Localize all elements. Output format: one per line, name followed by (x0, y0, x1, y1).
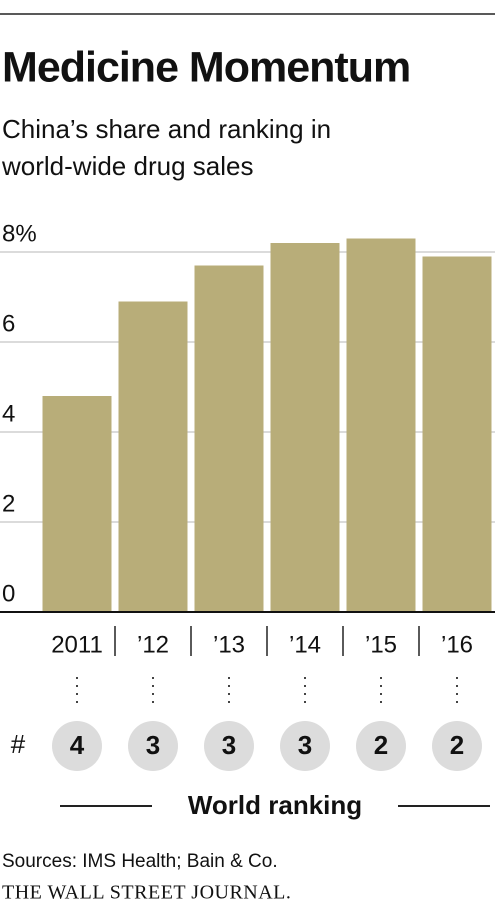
publisher: THE WALL STREET JOURNAL. (2, 882, 291, 904)
rank-number: 3 (298, 730, 312, 760)
chart-subtitle: China’s share and ranking in (2, 114, 331, 144)
rank-badge (52, 721, 102, 771)
rank-number: 2 (450, 730, 464, 760)
x-tick-label: ’13 (213, 631, 245, 658)
y-tick-label: 4 (2, 400, 15, 427)
x-tick-label: 2011 (51, 631, 103, 658)
rank-number: 3 (146, 730, 160, 760)
ranking-symbol: # (11, 729, 26, 759)
bar (346, 238, 416, 612)
y-tick-label: 8% (2, 220, 37, 247)
rank-badge (204, 721, 254, 771)
rank-number: 4 (70, 730, 85, 760)
x-tick-label: ’16 (441, 631, 473, 658)
bar (118, 301, 188, 612)
bar (42, 396, 112, 612)
source: Sources: IMS Health; Bain & Co. (2, 851, 278, 872)
bar (270, 243, 340, 612)
y-tick-label: 2 (2, 490, 15, 517)
rank-badge (128, 721, 178, 771)
rank-badge (432, 721, 482, 771)
rank-number: 2 (374, 730, 388, 760)
x-tick-label: ’15 (365, 631, 397, 658)
x-tick-label: ’12 (137, 631, 169, 658)
y-tick-label: 0 (2, 580, 15, 607)
bar (194, 265, 264, 612)
chart-subtitle: world-wide drug sales (1, 151, 253, 181)
ranking-label: World ranking (188, 790, 362, 820)
x-tick-label: ’14 (289, 631, 321, 658)
rank-number: 3 (222, 730, 236, 760)
rank-badge (280, 721, 330, 771)
y-tick-label: 6 (2, 310, 15, 337)
chart-title: Medicine Momentum (2, 43, 410, 91)
rank-badge (356, 721, 406, 771)
bar (422, 256, 492, 612)
